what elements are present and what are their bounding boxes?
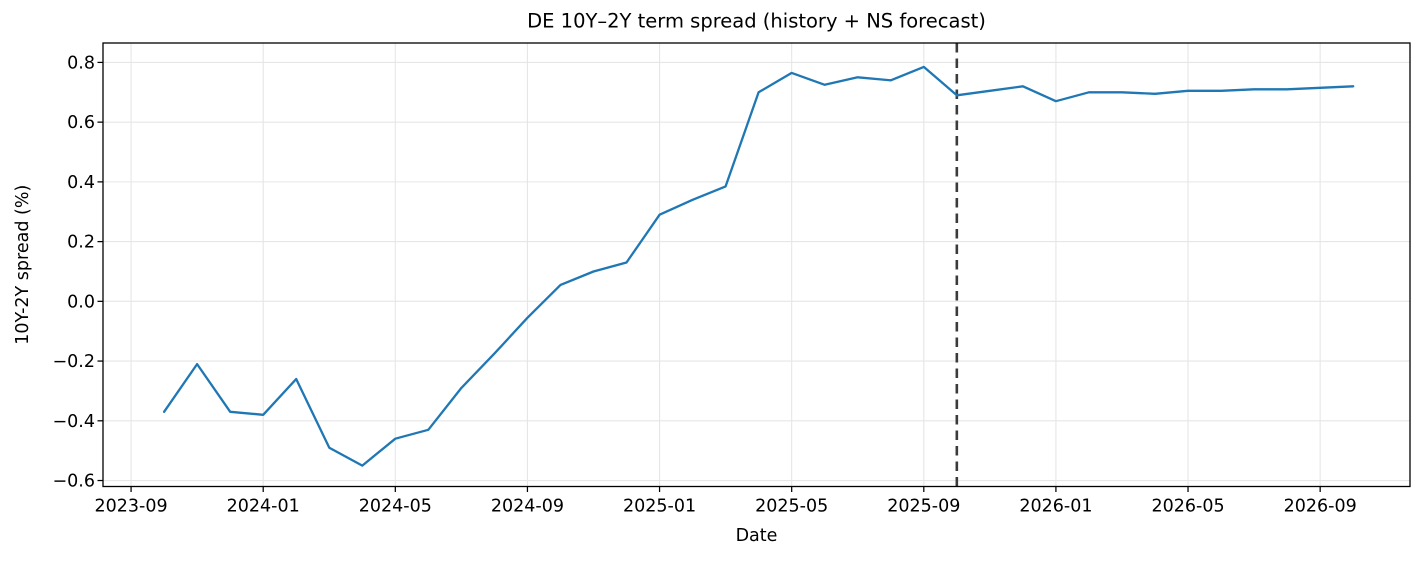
plot-background [103,43,1410,487]
history-line [162,65,958,467]
y-axis-label: 10Y-2Y spread (%) [13,185,33,345]
gridlines [103,43,1410,487]
y-tick-labels: −0.6 −0.4 −0.2 0.0 0.2 0.4 0.6 0.8 [53,53,96,491]
y-tick-label: −0.6 [53,472,96,492]
y-tick-label: 0.2 [67,233,95,253]
y-tick-label: 0.8 [67,53,95,73]
y-tick-label: 0.6 [67,113,95,133]
x-tick-label: 2024-05 [359,497,432,517]
y-tick-label: −0.2 [53,352,96,372]
x-tick-label: 2026-09 [1284,497,1357,517]
x-tick-labels: 2023-09 2024-01 2024-05 2024-09 2025-01 2025-… [95,497,1357,517]
forecast-line [955,85,1355,103]
y-tick-label: 0.0 [67,292,95,312]
y-tick-label: 0.4 [67,173,95,193]
chart-title: DE 10Y–2Y term spread (history + NS fore… [527,10,986,33]
x-tick-label: 2025-09 [887,497,960,517]
x-tick-label: 2025-05 [755,497,828,517]
x-tick-label: 2024-01 [227,497,300,517]
y-tick-label: −0.4 [53,412,96,432]
x-tick-label: 2024-09 [491,497,564,517]
axis-ticks [97,61,1321,492]
plot-border [102,42,1411,488]
x-tick-label: 2026-05 [1151,497,1224,517]
x-tick-label: 2025-01 [623,497,696,517]
x-axis-label: Date [736,526,778,546]
x-tick-label: 2023-09 [95,497,168,517]
x-tick-label: 2026-01 [1019,497,1092,517]
